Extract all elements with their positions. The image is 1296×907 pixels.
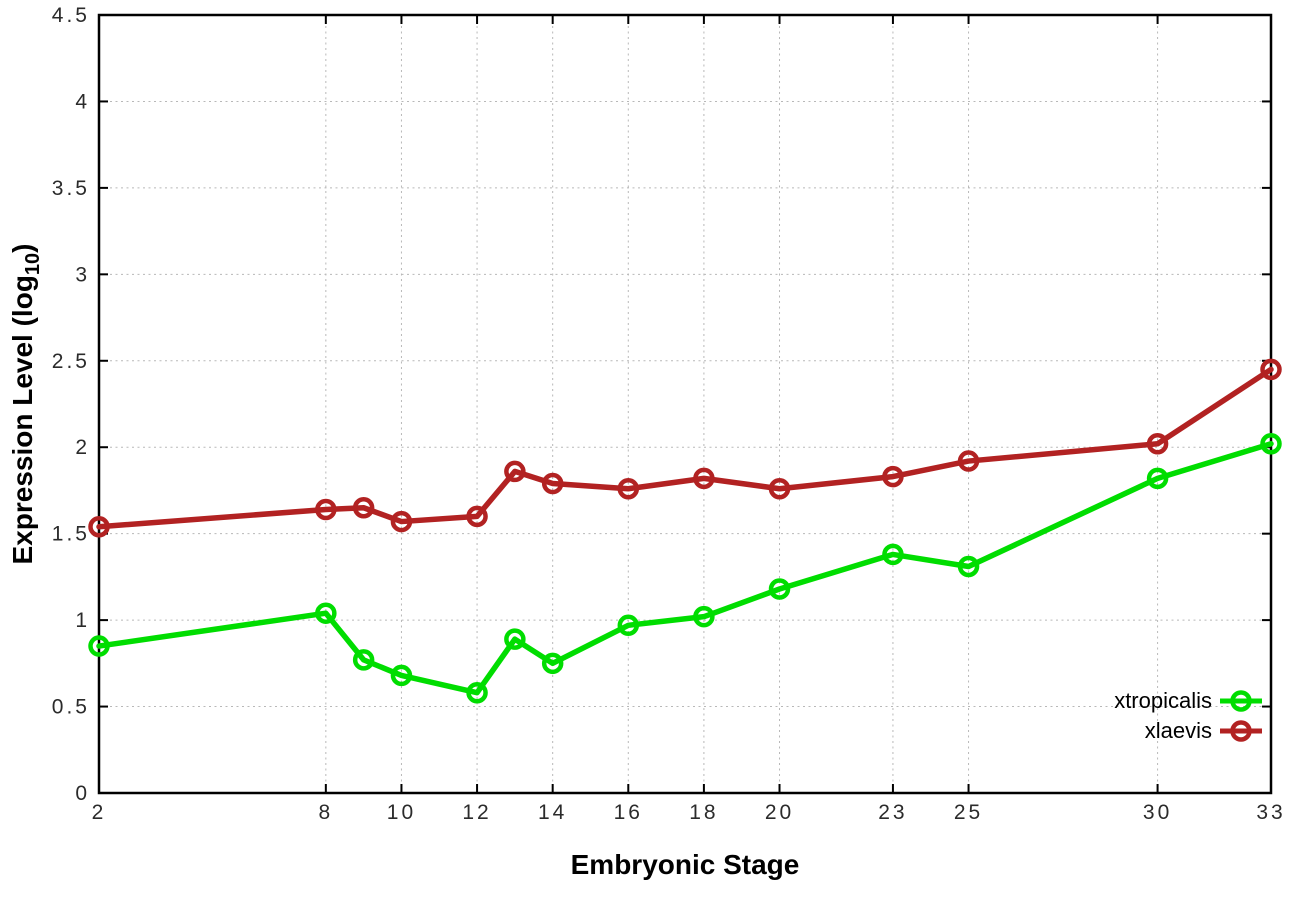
y-tick-label: 2 (75, 436, 90, 459)
y-tick-label: 3 (75, 263, 90, 286)
legend-label-xtropicalis: xtropicalis (1114, 688, 1212, 713)
series-xtropicalis-point (504, 628, 526, 650)
y-tick-label: 2.5 (52, 350, 90, 373)
series-xtropicalis-point (315, 602, 337, 624)
x-tick-label: 12 (462, 801, 491, 824)
x-tick-label: 23 (878, 801, 907, 824)
series-xtropicalis-point (1146, 467, 1169, 490)
x-tick-label: 16 (614, 801, 643, 824)
series-xtropicalis-point (466, 681, 488, 704)
y-axis-label: Expression Level (log10) (7, 244, 44, 565)
y-tick-label: 0 (75, 782, 90, 805)
series-xlaevis-point (504, 460, 526, 483)
x-tick-label: 14 (538, 801, 567, 824)
y-tick-label: 4.5 (52, 4, 90, 27)
series-xlaevis-point (882, 465, 904, 488)
series-xlaevis-point (88, 516, 110, 538)
grid-layer (99, 15, 1271, 793)
legend-sample-marker-xlaevis (1230, 720, 1252, 742)
x-tick-label: 10 (387, 801, 416, 824)
series-xlaevis-point (541, 472, 564, 495)
x-tick-label: 20 (765, 801, 794, 824)
x-tick-label: 8 (318, 801, 333, 824)
series-xtropicalis-point (541, 652, 564, 675)
series-xlaevis-point (1146, 433, 1169, 455)
series-xlaevis-point (617, 477, 640, 500)
y-tick-label: 1 (75, 609, 90, 632)
y-tick-label: 1.5 (52, 523, 90, 546)
series-xlaevis-line (96, 366, 1274, 530)
legend-sample-marker-xtropicalis (1230, 690, 1252, 712)
series-xtropicalis-point (617, 614, 640, 637)
series-xtropicalis-point (768, 578, 791, 600)
series-xtropicalis-point (882, 543, 904, 566)
x-tick-label: 33 (1256, 801, 1285, 824)
plot-border (97, 13, 1273, 795)
legend-label-xlaevis: xlaevis (1145, 718, 1212, 743)
series-xtropicalis-point (1260, 433, 1282, 455)
x-tick-label: 25 (954, 801, 983, 824)
series-layer (88, 358, 1282, 704)
x-tick-label: 2 (92, 801, 107, 824)
y-axis-label-close: ) (7, 244, 38, 253)
series-xlaevis-point (693, 467, 715, 490)
axis-layer: 2 8 10 12 14 16 18 20 23 25 30 33 0 0.5 1 1.5 2 2.5 3 3.5 4 4… (52, 4, 1285, 824)
series-xlaevis-point (390, 510, 413, 533)
y-tick-label: 4 (75, 90, 90, 113)
y-axis-label-main: Expression Level (log (7, 275, 38, 564)
series-xlaevis-point (1260, 358, 1282, 381)
series-xtropicalis-point (957, 555, 980, 578)
series-xtropicalis-point (693, 605, 715, 628)
series-xtropicalis-point (88, 635, 110, 657)
y-axis-label-subscript: 10 (22, 253, 44, 275)
series-xlaevis-point (315, 498, 337, 521)
x-tick-label: 18 (689, 801, 718, 824)
x-tick-label: 30 (1143, 801, 1172, 824)
x-axis-label: Embryonic Stage (571, 849, 800, 880)
series-xlaevis-point (957, 450, 980, 472)
y-tick-label: 0.5 (52, 696, 90, 719)
series-xlaevis-point (352, 496, 375, 519)
legend: xtropicalis xlaevis (1114, 688, 1262, 743)
series-xlaevis-point (466, 505, 488, 528)
series-xlaevis-point (768, 477, 791, 500)
y-tick-label: 3.5 (52, 177, 90, 200)
series-xtropicalis-point (352, 649, 375, 671)
series-xtropicalis-point (390, 664, 413, 687)
